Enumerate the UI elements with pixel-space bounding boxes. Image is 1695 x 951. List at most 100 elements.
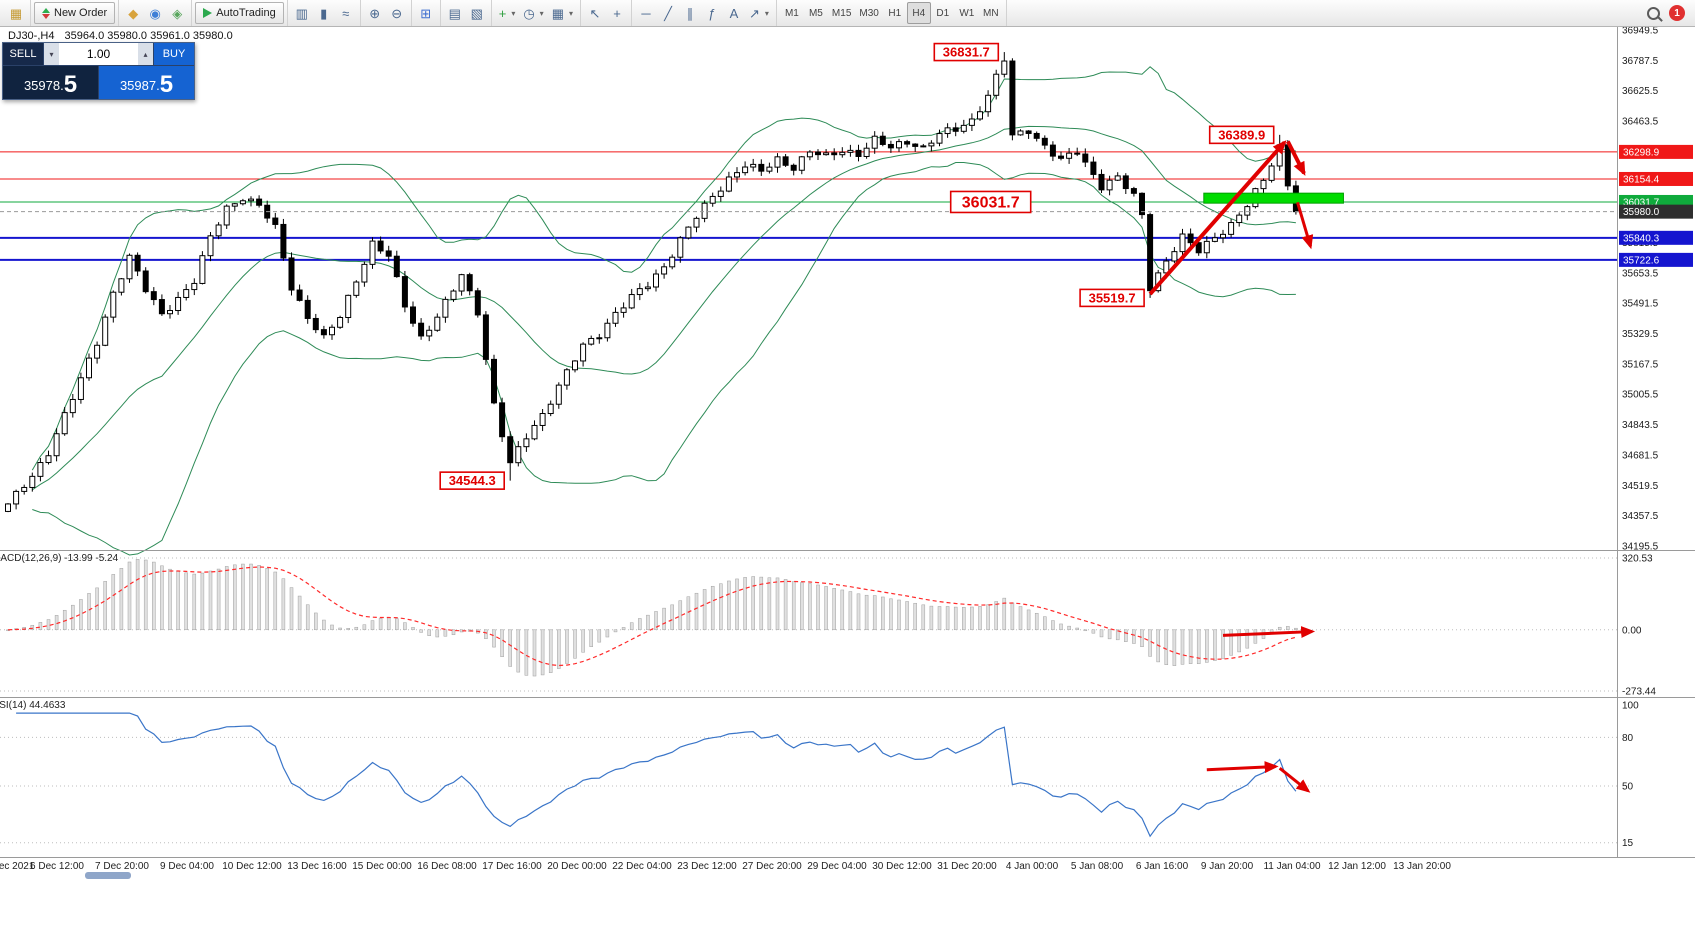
sell-price-big-digit: 5 (63, 71, 78, 99)
trend-arrow-annotation[interactable] (1222, 626, 1316, 639)
axis-tick-label: 36949.5 (1622, 26, 1659, 37)
rsi-axis-label: 50 (1622, 782, 1634, 793)
buy-price[interactable]: 35987. 5 (99, 66, 194, 99)
timeframe-m15-button[interactable]: M15 (828, 2, 855, 24)
price-label-annotation[interactable] (933, 42, 1000, 62)
horizontal-line-icon[interactable]: ─ (635, 2, 657, 24)
rsi-axis-label: 15 (1622, 838, 1634, 849)
data-window-glyph: ▤ (448, 5, 461, 21)
timeframe-d1-button[interactable]: D1 (931, 2, 955, 24)
zoom-in-icon[interactable]: ⊕ (364, 2, 386, 24)
time-axis-label: 23 Dec 12:00 (677, 861, 737, 872)
crosshair-icon[interactable]: + (606, 2, 628, 24)
zoom-out-icon[interactable]: ⊖ (386, 2, 408, 24)
trendline-icon[interactable]: ╱ (657, 2, 679, 24)
chart-line-icon[interactable]: ≈ (335, 2, 357, 24)
sell-button[interactable]: SELL (3, 43, 44, 65)
equidistant-channel-icon[interactable]: ∥ (679, 2, 701, 24)
trend-arrow-annotation[interactable] (1148, 140, 1287, 296)
price-label-annotation[interactable] (1079, 288, 1145, 308)
timeframe-m1-button[interactable]: M1 (780, 2, 804, 24)
trade-widget-prices: 35978. 5 35987. 5 (3, 66, 194, 99)
time-axis-label: 10 Dec 12:00 (222, 861, 282, 872)
highlight-bar-annotation[interactable] (1203, 192, 1344, 204)
codebase-icon[interactable]: ◉ (144, 2, 166, 24)
horizontal-levels (0, 151, 1617, 261)
time-axis-label: 9 Jan 20:00 (1201, 861, 1254, 872)
trend-arrow-annotation[interactable] (1286, 140, 1306, 176)
rsi-axis-label: 100 (1622, 701, 1639, 712)
new-chart-glyph: ▦ (9, 5, 23, 21)
time-axis-label: 13 Jan 20:00 (1393, 861, 1451, 872)
timeframe-m5-button[interactable]: M5 (804, 2, 828, 24)
cursor-icon[interactable]: ↖ (584, 2, 606, 24)
macd-histogram (6, 559, 1298, 677)
chart-bars-icon[interactable]: ▥ (291, 2, 313, 24)
new-order-button[interactable]: New Order (34, 2, 116, 24)
volume-increase-button[interactable]: ▴ (138, 43, 153, 65)
zoom-in-glyph: ⊕ (369, 5, 381, 21)
chart-hscrollbar-thumb[interactable] (85, 872, 131, 879)
timeframe-h4-button[interactable]: H4 (906, 2, 931, 24)
price-label-annotation[interactable] (1208, 125, 1275, 145)
chart-candlesticks-icon[interactable]: ▮ (313, 2, 335, 24)
macd-signal-line (7, 566, 1297, 667)
rsi-axis-label: 80 (1622, 733, 1634, 744)
timeframe-w1-button[interactable]: W1 (955, 2, 979, 24)
axis-tick-label: 34843.5 (1622, 420, 1659, 431)
indicators-icon[interactable]: + ▾ (495, 2, 520, 24)
timeframe-m30-button[interactable]: M30 (855, 2, 882, 24)
axis-price-badge (1619, 204, 1693, 219)
volume-decrease-button[interactable]: ▾ (44, 43, 59, 65)
macd-axis-label: -273.44 (1622, 687, 1656, 698)
arrows-icon[interactable]: ↗ ▾ (745, 2, 773, 24)
timeframe-mn-button[interactable]: MN (979, 2, 1003, 24)
crosshair-glyph: + (613, 5, 621, 21)
axis-price-badge-text: 35980.0 (1623, 207, 1660, 218)
toolbar: ▦ New Order ◆ ◉ ◈ AutoTrading ▥ ▮ ≈ ⊕ ⊖ ⊞ ▤ ▧ + ▾ ◷ ▾ ▦ ▾ ↖ +… (0, 0, 1695, 27)
chart-bars-glyph: ▥ (295, 5, 308, 21)
tile-windows-icon[interactable]: ⊞ (415, 2, 437, 24)
price-label-annotation[interactable] (439, 471, 506, 490)
trend-arrow-annotation[interactable] (1296, 201, 1314, 250)
text-label-icon[interactable]: A (723, 2, 745, 24)
chart-line-glyph: ≈ (342, 5, 350, 21)
timeframe-h1-button[interactable]: H1 (883, 2, 907, 24)
community-icon[interactable]: ◈ (166, 2, 188, 24)
rsi-indicator-label: RSI(14) 44.4633 (0, 700, 66, 711)
trend-arrow-annotation[interactable] (1206, 761, 1279, 774)
axis-tick-label: 36625.5 (1622, 86, 1659, 97)
trend-arrow-annotation[interactable] (1278, 767, 1311, 793)
time-axis-label: 30 Dec 12:00 (872, 861, 932, 872)
time-axis-label: 29 Dec 04:00 (807, 861, 867, 872)
notification-badge[interactable]: 1 (1669, 5, 1685, 21)
price-label-annotation[interactable] (949, 190, 1032, 214)
buy-button[interactable]: BUY (153, 43, 194, 65)
axis-price-badge (1619, 252, 1693, 267)
sell-price-main: 35978. (23, 78, 64, 93)
new-chart-icon[interactable]: ▦ (5, 2, 27, 24)
time-axis-label: 12 Jan 12:00 (1328, 861, 1386, 872)
data-window-icon[interactable]: ▤ (444, 2, 466, 24)
zoom-out-glyph: ⊖ (391, 5, 403, 21)
chevron-down-icon: ▾ (764, 8, 769, 18)
axis-tick-label: 35653.5 (1622, 268, 1659, 279)
templates-icon[interactable]: ▦ ▾ (548, 2, 577, 24)
time-axis-label: 7 Dec 20:00 (95, 861, 149, 872)
navigator-icon[interactable]: ▧ (466, 2, 488, 24)
search-icon[interactable] (1647, 6, 1660, 20)
periods-icon[interactable]: ◷ ▾ (519, 2, 547, 24)
fibonacci-icon[interactable]: ƒ (701, 2, 723, 24)
axis-tick-label: 34357.5 (1622, 511, 1659, 522)
autotrading-button[interactable]: AutoTrading (195, 2, 284, 24)
time-axis-label: 13 Dec 16:00 (287, 861, 347, 872)
time-axis-label: 31 Dec 20:00 (937, 861, 997, 872)
time-axis-label: 20 Dec 00:00 (547, 861, 607, 872)
axis-tick-label: 35329.5 (1622, 329, 1659, 340)
market-icon[interactable]: ◆ (122, 2, 144, 24)
cursor-glyph: ↖ (589, 5, 601, 21)
sell-price[interactable]: 35978. 5 (3, 66, 99, 99)
volume-input[interactable] (59, 43, 138, 65)
